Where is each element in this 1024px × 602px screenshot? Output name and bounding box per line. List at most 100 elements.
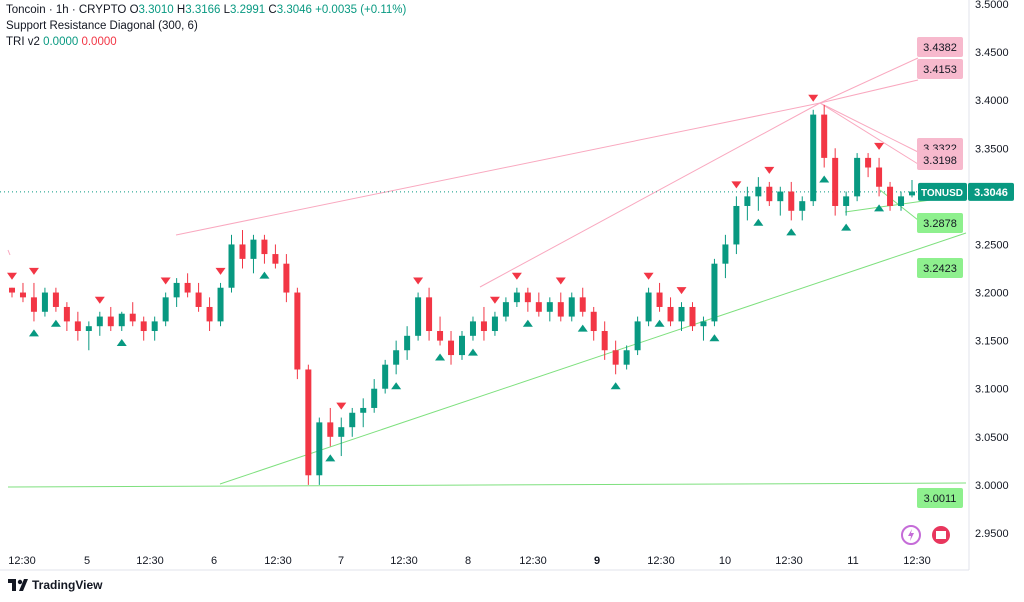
candle-body bbox=[272, 254, 279, 264]
time-axis[interactable]: 12:30 5 12:30 6 12:30 7 12:30 8 12:30 9 12:30 10 12:… bbox=[8, 555, 931, 567]
candle-body bbox=[349, 412, 356, 428]
symbol-name[interactable]: Toncoin · 1h · CRYPTO bbox=[6, 4, 127, 16]
candle-body bbox=[491, 316, 498, 332]
open-label: O bbox=[129, 4, 139, 16]
sell-signal-marker bbox=[676, 287, 687, 295]
y-tick-label: 3.1500 bbox=[975, 336, 1009, 348]
alert-icons[interactable] bbox=[901, 525, 950, 545]
y-tick-label: 3.1000 bbox=[975, 384, 1009, 396]
price-axis[interactable]: 3.50003.45003.40003.35003.30003.25003.20… bbox=[0, 0, 1009, 571]
buy-signal-marker bbox=[753, 218, 764, 226]
lightning-glyph bbox=[908, 529, 914, 541]
candle-body bbox=[250, 239, 257, 259]
buy-signal-marker bbox=[819, 175, 830, 183]
support-level-tag-box bbox=[917, 488, 963, 508]
candle-body bbox=[283, 263, 290, 293]
candle-body bbox=[535, 302, 542, 312]
buy-signal-marker bbox=[786, 228, 797, 236]
resistance-line bbox=[819, 102, 919, 165]
candle-body bbox=[162, 297, 169, 322]
y-tick-label: 3.2500 bbox=[975, 239, 1009, 251]
high-label: H bbox=[176, 4, 186, 16]
indicator-2[interactable]: TRI v2 0.0000 0.0000 bbox=[6, 34, 406, 50]
resistance-level-tag-box bbox=[917, 37, 963, 57]
indicator-2-value-b: 0.0000 bbox=[81, 36, 117, 48]
close-value: 3.3046 bbox=[276, 4, 312, 16]
candle-body bbox=[261, 239, 268, 255]
resistance-level-tag-box bbox=[917, 59, 963, 79]
candle-body bbox=[667, 306, 674, 322]
sell-signal-marker bbox=[874, 142, 885, 150]
sell-signal-marker bbox=[731, 181, 742, 189]
high-value: 3.3166 bbox=[185, 4, 221, 16]
candle-body bbox=[623, 350, 630, 365]
buy-signal-marker bbox=[435, 353, 446, 361]
candle-body bbox=[909, 191, 915, 196]
sell-signal-marker bbox=[160, 277, 171, 285]
candle-body bbox=[480, 321, 487, 332]
indicator-1[interactable]: Support Resistance Diagonal (300, 6) bbox=[6, 20, 198, 32]
support-line bbox=[219, 232, 967, 485]
x-tick-label: 12:30 bbox=[136, 555, 164, 567]
sell-signal-marker bbox=[555, 277, 566, 285]
y-tick-label: 3.2000 bbox=[975, 288, 1009, 300]
candle-body bbox=[865, 157, 872, 168]
candle-body bbox=[810, 114, 817, 202]
flag-glyph bbox=[936, 531, 946, 539]
indicator-2-name: TRI v2 bbox=[6, 36, 40, 48]
resistance-line bbox=[175, 102, 821, 236]
x-tick-label: 7 bbox=[338, 555, 344, 567]
chart-legend: Toncoin · 1h · CRYPTO O3.3010 H3.3166 L3… bbox=[6, 2, 406, 50]
candle-body bbox=[744, 196, 751, 206]
sell-signal-marker bbox=[336, 402, 347, 410]
candles bbox=[9, 104, 915, 485]
candle-body bbox=[239, 244, 246, 259]
low-value: 3.2991 bbox=[230, 4, 266, 16]
candle-body bbox=[469, 321, 476, 336]
support-level-tag: 3.0011 bbox=[924, 493, 957, 505]
candle-body bbox=[173, 282, 180, 298]
candle-body bbox=[777, 191, 784, 202]
candle-body bbox=[546, 302, 553, 312]
sell-signal-marker bbox=[28, 267, 39, 275]
x-tick-label: 11 bbox=[847, 555, 858, 567]
candle-body bbox=[579, 297, 586, 312]
resistance-line bbox=[479, 102, 821, 288]
buy-signal-marker bbox=[874, 204, 885, 212]
candle-body bbox=[601, 331, 608, 351]
level-tags: 3.43823.41533.33223.31983.28783.24233.00… bbox=[917, 37, 963, 508]
current-price-tag: TONUSD 3.3046 bbox=[918, 182, 1014, 201]
y-tick-label: 3.4500 bbox=[975, 47, 1009, 59]
candle-body bbox=[382, 364, 389, 389]
candle-body bbox=[118, 313, 125, 327]
candle-body bbox=[568, 297, 575, 317]
buy-signal-marker bbox=[259, 271, 270, 279]
candle-body bbox=[854, 157, 861, 197]
candle-body bbox=[41, 292, 48, 312]
candle-body bbox=[634, 321, 641, 351]
candle-body bbox=[316, 422, 323, 476]
candle-body bbox=[799, 201, 806, 211]
buy-signal-marker bbox=[522, 319, 533, 327]
candle-body bbox=[206, 306, 213, 322]
candle-body bbox=[151, 321, 158, 332]
candle-body bbox=[437, 331, 444, 341]
candle-body bbox=[30, 297, 37, 312]
price-tag-box bbox=[968, 182, 1014, 201]
candle-body bbox=[612, 350, 619, 365]
x-tick-label: 8 bbox=[465, 555, 471, 567]
x-tick-label: 5 bbox=[84, 555, 90, 567]
tradingview-logo[interactable]: TradingView bbox=[8, 578, 102, 592]
x-tick-label: 12:30 bbox=[903, 555, 931, 567]
candle-body bbox=[459, 335, 465, 356]
candle-body bbox=[513, 292, 520, 303]
resistance-level-tag: 3.4382 bbox=[923, 42, 957, 54]
buy-signal-marker bbox=[391, 382, 402, 390]
indicator-2-value-a: 0.0000 bbox=[43, 36, 79, 48]
buy-signal-marker bbox=[50, 319, 61, 327]
candle-body bbox=[898, 196, 905, 206]
change-value: +0.0035 (+0.11%) bbox=[315, 4, 407, 16]
sell-signal-marker bbox=[489, 296, 500, 304]
sell-signal-marker bbox=[94, 296, 105, 304]
